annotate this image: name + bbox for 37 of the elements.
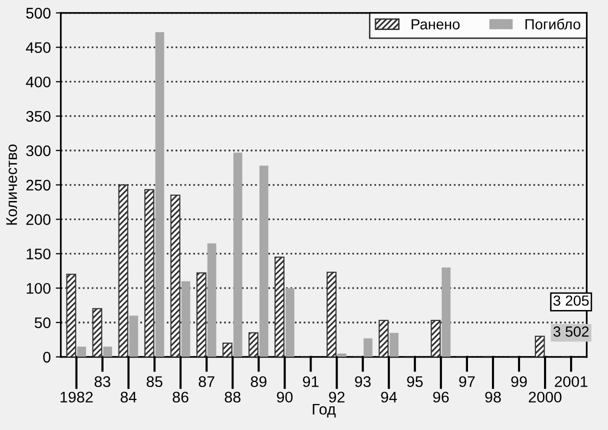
y-tick-label: 100 <box>26 282 50 294</box>
x-tick-label: 87 <box>198 376 214 388</box>
x-tick-label: 92 <box>329 392 345 403</box>
annotation: 3 502 <box>553 326 589 337</box>
legend-label: Ранено <box>412 19 460 30</box>
x-tick-label: 83 <box>94 376 110 388</box>
y-tick-label: 450 <box>26 42 50 53</box>
x-tick-label: 93 <box>355 376 371 388</box>
x-tick-label: 97 <box>459 376 475 388</box>
y-tick-label: 50 <box>34 317 50 328</box>
y-tick-label: 350 <box>26 110 50 122</box>
x-tick-label: 91 <box>302 376 318 388</box>
x-tick-label: 90 <box>276 392 293 403</box>
x-tick-label: 94 <box>381 392 397 403</box>
x-tick-label: 98 <box>485 392 501 403</box>
x-axis-title: Год <box>312 404 336 418</box>
x-tick-label: 89 <box>250 376 266 388</box>
x-tick-label: 96 <box>433 392 449 403</box>
x-tick-label: 2001 <box>554 376 588 388</box>
y-tick-label: 200 <box>26 214 50 225</box>
x-tick-label: 95 <box>407 376 423 388</box>
y-tick-label: 400 <box>26 76 50 88</box>
x-tick-label: 85 <box>146 376 162 388</box>
x-tick-label: 86 <box>172 392 188 403</box>
y-tick-label: 0 <box>43 352 50 363</box>
y-axis-title: Количество <box>6 144 18 225</box>
x-tick-label: 88 <box>224 392 240 403</box>
x-tick-label: 84 <box>120 392 137 403</box>
annotation: 3 205 <box>553 295 589 306</box>
y-tick-label: 150 <box>26 248 50 260</box>
y-tick-label: 300 <box>26 145 50 156</box>
legend-label: Погибло <box>526 18 580 30</box>
x-tick-label: 99 <box>511 376 527 388</box>
y-tick-label: 500 <box>26 8 50 19</box>
y-tick-label: 250 <box>26 180 50 191</box>
x-tick-label: 2000 <box>528 392 562 403</box>
x-tick-label: 1982 <box>60 392 93 403</box>
